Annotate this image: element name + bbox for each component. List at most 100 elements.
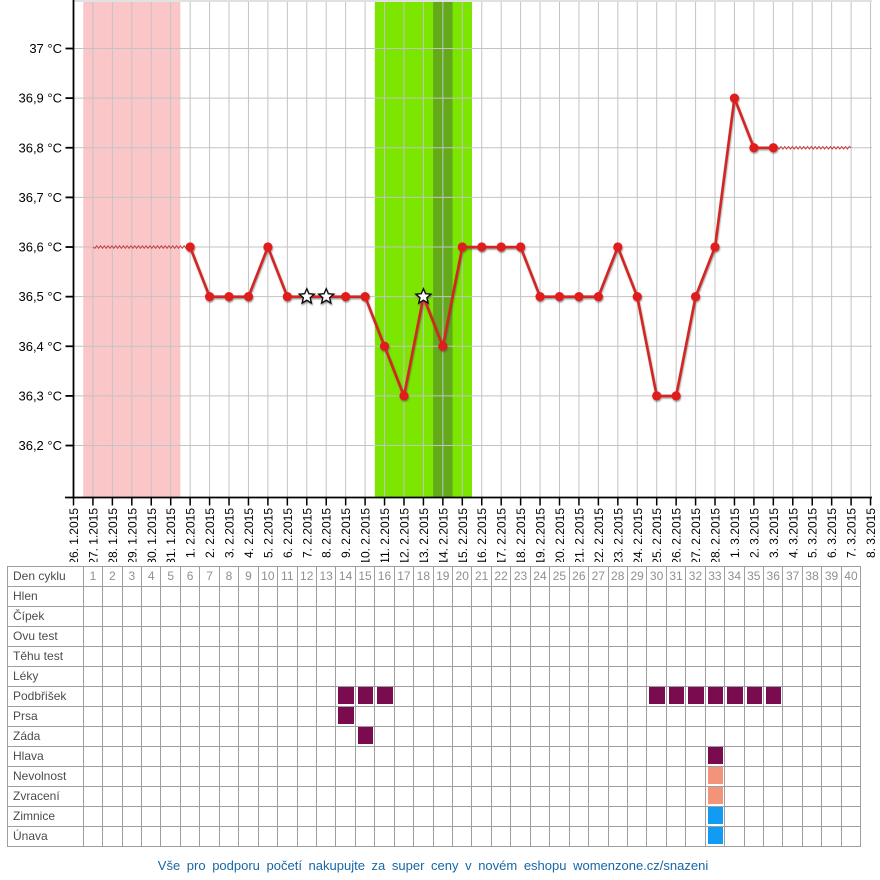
day-number: 39	[822, 567, 842, 587]
symptom-cell	[336, 647, 356, 667]
symptom-cell	[569, 747, 590, 767]
symptom-cell	[375, 647, 395, 667]
day-number: 8	[219, 567, 240, 587]
symptom-cell	[239, 827, 259, 847]
symptom-cell	[783, 627, 803, 647]
symptom-cell	[336, 767, 356, 787]
symptom-cell	[219, 747, 240, 767]
symptom-cell	[200, 687, 220, 707]
symptom-cell	[142, 707, 162, 727]
symptom-cell	[161, 607, 181, 627]
symptom-cell	[686, 607, 706, 627]
symptom-cell	[705, 707, 726, 727]
symptom-cell	[414, 787, 434, 807]
symptom-cell	[103, 827, 123, 847]
date-label: 17. 2.2015	[495, 508, 509, 562]
symptom-cell	[472, 787, 492, 807]
symptom-cell	[297, 607, 317, 627]
symptom-cell	[278, 767, 298, 787]
symptom-cell	[783, 747, 803, 767]
symptom-cell	[550, 687, 570, 707]
symptom-cell	[550, 607, 570, 627]
temperature-dot	[399, 391, 409, 401]
symptom-cell	[316, 827, 337, 847]
symptom-cell	[453, 587, 473, 607]
day-number: 25	[550, 567, 570, 587]
symptom-cell	[180, 667, 201, 687]
symptom-cell	[686, 727, 706, 747]
symptom-cell	[180, 687, 201, 707]
symptom-cell	[103, 607, 123, 627]
date-label: 3. 3.2015	[767, 508, 781, 558]
temperature-dot	[204, 292, 215, 302]
symptom-cell	[783, 827, 803, 847]
symptom-cell	[550, 747, 570, 767]
symptom-cell	[647, 747, 667, 767]
symptom-cell	[394, 767, 415, 787]
symptom-cell	[219, 707, 240, 727]
symptom-cell	[394, 667, 415, 687]
symptom-cell	[375, 707, 395, 727]
temperature-dot	[574, 292, 584, 302]
symptom-cell	[122, 807, 142, 827]
symptom-mark	[357, 727, 374, 744]
symptom-cell	[414, 767, 434, 787]
temperature-dot	[613, 242, 623, 252]
date-label: 1. 3.2015	[728, 508, 742, 558]
date-label: 24. 2.2015	[631, 508, 645, 562]
y-axis-label: 36,8 °C	[18, 140, 62, 155]
symptom-cell	[239, 707, 259, 727]
symptom-cell	[394, 787, 415, 807]
symptom-cell	[472, 827, 492, 847]
symptom-cell	[550, 647, 570, 667]
symptom-cell	[414, 807, 434, 827]
symptom-cell	[278, 787, 298, 807]
symptom-cell	[219, 667, 240, 687]
y-axis-label: 37 °C	[29, 41, 62, 56]
symptom-cell	[569, 667, 590, 687]
symptom-cell	[705, 587, 726, 607]
symptom-cell	[200, 827, 220, 847]
symptom-cell	[414, 667, 434, 687]
symptom-cell	[608, 727, 628, 747]
day-number: 22	[491, 567, 512, 587]
symptom-cell	[219, 727, 240, 747]
symptom-cell	[647, 607, 667, 627]
date-label: 8. 3.2015	[864, 508, 878, 558]
symptom-cell	[841, 667, 862, 687]
symptom-cell	[764, 627, 784, 647]
temperature-dot	[535, 292, 545, 302]
symptom-cell	[783, 727, 803, 747]
symptom-mark	[707, 807, 724, 824]
symptom-cell	[764, 647, 784, 667]
day-number: 12	[297, 567, 317, 587]
symptom-mark	[707, 787, 724, 804]
day-number: 4	[142, 567, 162, 587]
symptom-cell	[530, 647, 551, 667]
symptom-cell	[686, 827, 706, 847]
symptom-cell	[530, 687, 551, 707]
symptom-cell	[258, 667, 279, 687]
symptom-cell	[375, 807, 395, 827]
symptom-cell	[122, 727, 142, 747]
symptom-cell	[258, 787, 279, 807]
symptom-cell	[180, 827, 201, 847]
temperature-dot	[768, 143, 778, 153]
symptom-cell	[258, 647, 279, 667]
symptom-cell	[316, 647, 337, 667]
symptom-cell	[375, 627, 395, 647]
temperature-dot	[477, 242, 487, 252]
symptom-cell	[297, 587, 317, 607]
symptom-cell	[433, 767, 453, 787]
symptom-cell	[666, 727, 687, 747]
symptom-cell	[414, 727, 434, 747]
symptom-cell	[355, 647, 376, 667]
date-label: 6. 2.2015	[281, 508, 295, 558]
intercourse-star	[317, 286, 336, 305]
symptom-cell	[297, 687, 317, 707]
footer-ad-link[interactable]: Vše pro podporu početí nakupujte za supe…	[157, 858, 709, 873]
symptom-cell	[725, 727, 745, 747]
symptom-cell	[414, 607, 434, 627]
symptom-cell	[433, 727, 453, 747]
